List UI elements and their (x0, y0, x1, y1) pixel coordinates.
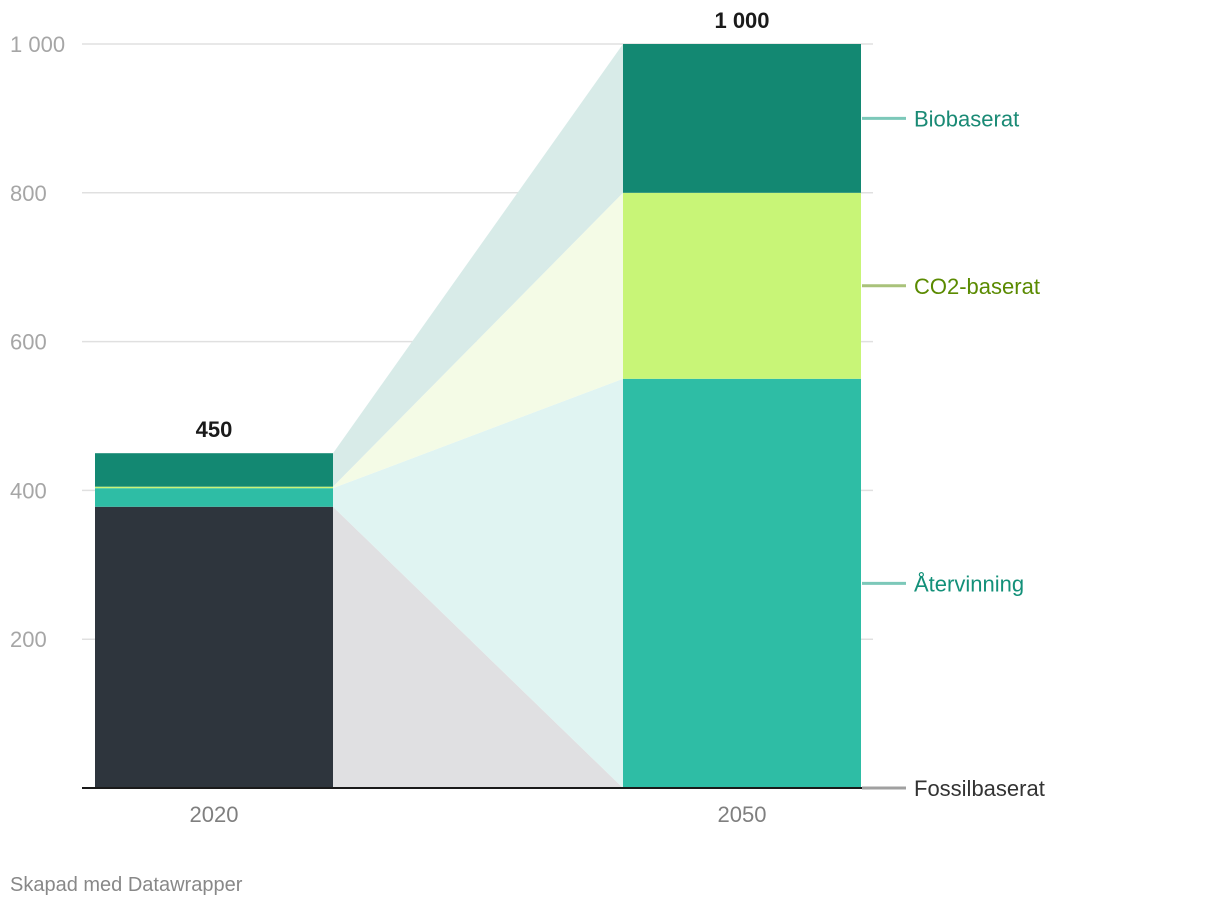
connector-band (333, 44, 623, 487)
y-axis-ticks: 200 400 600 800 1 000 (10, 32, 65, 652)
y-tick-label: 1 000 (10, 32, 65, 57)
legend-label: CO2-baserat (914, 274, 1040, 299)
legend-label: Fossilbaserat (914, 776, 1045, 801)
datawrapper-credit: Skapad med Datawrapper (10, 874, 243, 896)
bar-segment (95, 488, 333, 507)
total-label: 450 (196, 417, 233, 442)
x-axis-ticks: 2020 2050 (190, 802, 767, 827)
connector-band (333, 506, 623, 788)
bar-segment (623, 378, 861, 788)
y-tick-label: 800 (10, 181, 47, 206)
total-labels: 450 1 000 (196, 8, 770, 442)
legend-label: Återvinning (914, 571, 1024, 596)
connector-band (333, 378, 623, 788)
x-tick-label: 2050 (718, 802, 767, 827)
y-tick-label: 200 (10, 627, 47, 652)
legend: Fossilbaserat Återvinning CO2-baserat Bioba… (862, 106, 1045, 801)
y-tick-label: 600 (10, 330, 47, 355)
bar-segment (623, 44, 861, 193)
y-tick-label: 400 (10, 478, 47, 503)
x-tick-label: 2020 (190, 802, 239, 827)
legend-label: Biobaserat (914, 106, 1019, 131)
bar-segment (95, 453, 333, 487)
bar-segment (95, 506, 333, 788)
bar-segment (95, 486, 333, 489)
bar-segment (623, 192, 861, 379)
connector-band (333, 192, 623, 489)
total-label: 1 000 (714, 8, 769, 33)
connector-bands (333, 44, 623, 788)
bars (95, 44, 861, 788)
